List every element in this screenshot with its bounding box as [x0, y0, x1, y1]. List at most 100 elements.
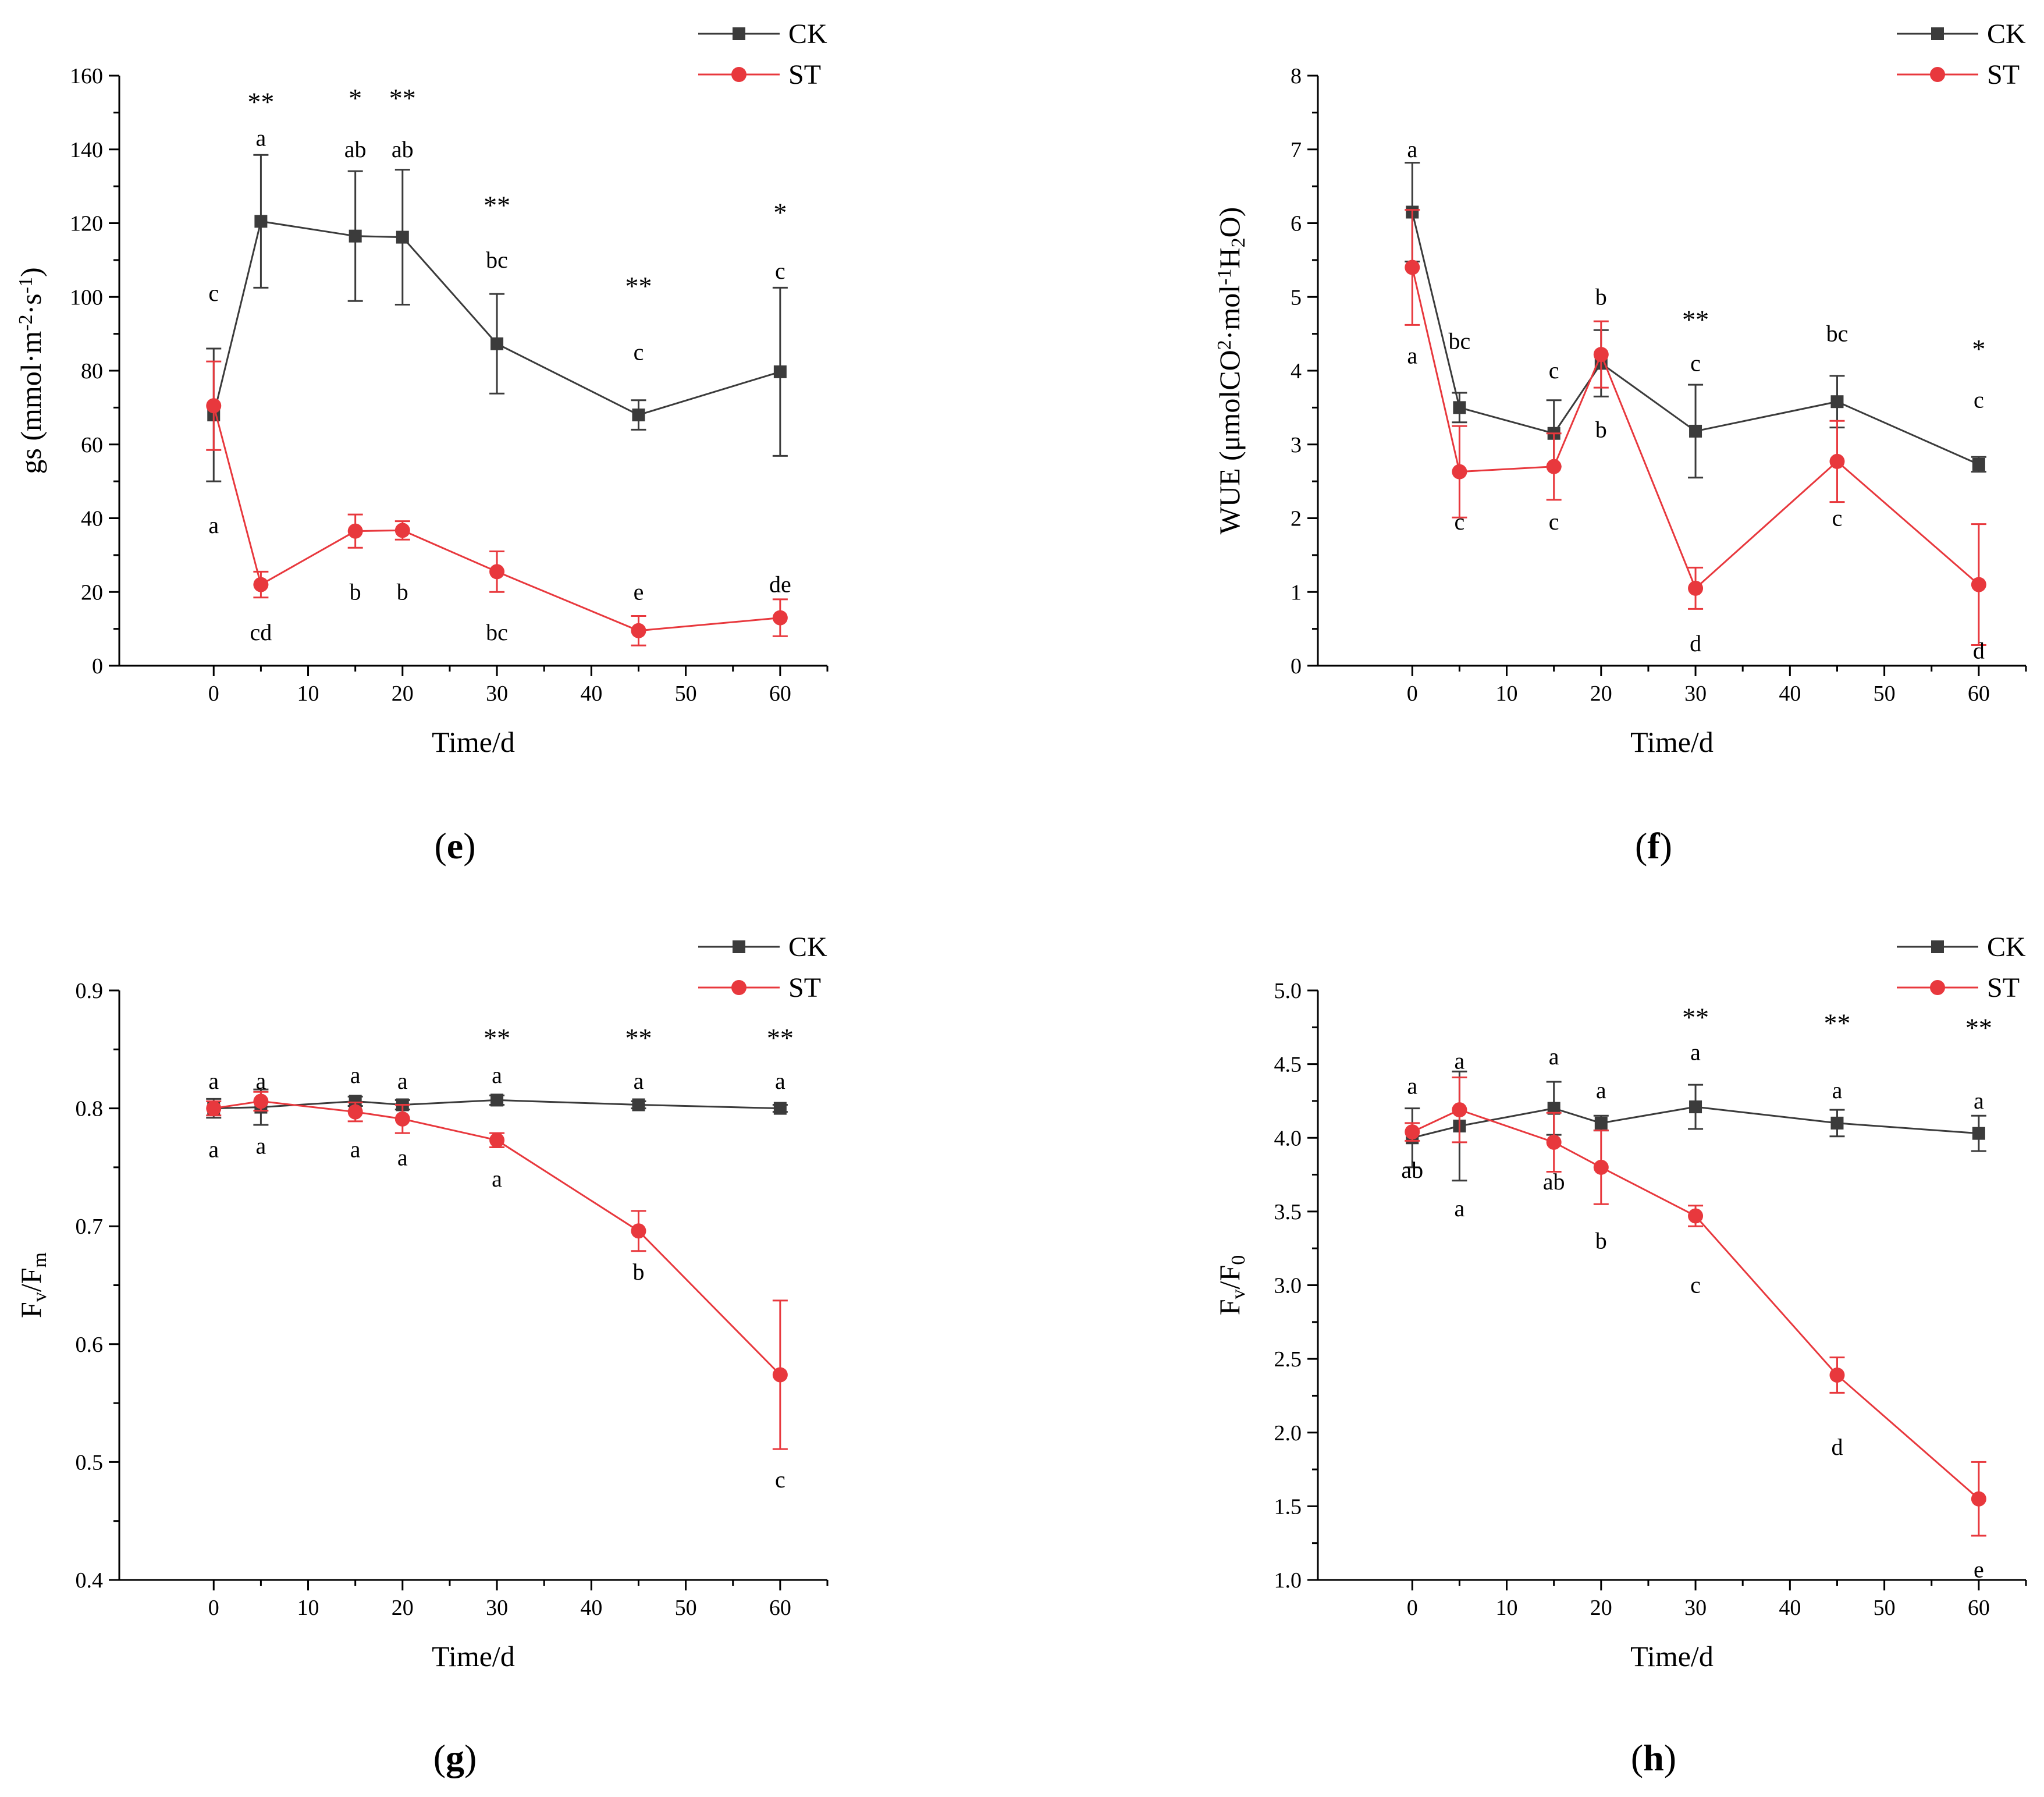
letter-label-ST: a [397, 1145, 408, 1171]
letter-label-ST: b [632, 1259, 644, 1285]
y-tick-label: 0.6 [76, 1333, 104, 1357]
point-ST [206, 398, 222, 414]
point-ST [1405, 260, 1420, 275]
point-ST [772, 610, 788, 626]
panel-label-letter: e [447, 825, 463, 866]
y-tick-label: 0.9 [76, 979, 104, 1003]
point-CK [1547, 1102, 1560, 1115]
y-tick-label: 0.5 [76, 1450, 104, 1475]
significance-label: ** [1965, 1013, 1992, 1042]
series-CK: a a a a a a a [1405, 1039, 1986, 1182]
panel-label: (g) [433, 1737, 477, 1778]
letter-label-ST: a [208, 1137, 219, 1163]
y-tick-label: 0.4 [76, 1568, 104, 1593]
x-tick-label: 30 [486, 681, 508, 706]
y-tick-label: 2.5 [1274, 1347, 1302, 1372]
letter-label-CK: c [1974, 387, 1984, 413]
x-axis-label: Time/d [1630, 1640, 1714, 1672]
legend-marker-ST [731, 67, 746, 82]
x-tick-label: 60 [1968, 681, 1990, 706]
panel-label-close: ) [1660, 825, 1672, 866]
point-CK [1689, 1100, 1702, 1114]
point-ST [1971, 1491, 1986, 1507]
point-CK [1830, 1116, 1844, 1130]
legend-marker-ST [1930, 980, 1945, 995]
point-ST [1452, 1102, 1467, 1118]
point-ST [253, 1093, 269, 1109]
point-CK [396, 230, 409, 244]
y-axis-label-part: H [1213, 247, 1246, 268]
legend-label-ST: ST [1987, 59, 2020, 90]
letter-label-CK: a [1455, 1048, 1465, 1074]
letter-label-CK: a [1974, 1088, 1984, 1114]
point-CK [1689, 424, 1702, 438]
x-tick-label: 20 [392, 681, 414, 706]
x-tick-label: 0 [208, 1596, 219, 1620]
x-tick-label: 30 [1684, 681, 1707, 706]
y-tick-label: 0.7 [76, 1214, 104, 1239]
panel-label-letter: h [1643, 1737, 1664, 1778]
letter-label-CK: a [775, 1068, 785, 1094]
panel-label-letter: f [1647, 825, 1660, 866]
point-ST [1452, 464, 1467, 480]
y-axis-label-part: WUE (μmolCO [1213, 350, 1246, 534]
significance-label: ** [625, 1023, 652, 1053]
x-tick-label: 40 [1779, 681, 1801, 706]
point-CK [490, 337, 504, 350]
x-tick-label: 20 [392, 1596, 414, 1620]
panel-label-open: ( [1635, 825, 1647, 866]
y-tick-label: 2.0 [1274, 1421, 1302, 1446]
letter-label-ST: e [1974, 1556, 1984, 1582]
letter-label-CK: a [1407, 1073, 1417, 1099]
letter-label-CK: a [1832, 1077, 1843, 1103]
letter-label-ST: ab [1401, 1157, 1423, 1183]
letter-label-ST: a [1455, 1195, 1465, 1221]
point-CK [773, 1102, 787, 1115]
x-tick-label: 40 [580, 1596, 602, 1620]
significance-label: ** [484, 1023, 510, 1053]
point-ST [1405, 1124, 1420, 1140]
x-tick-label: 30 [486, 1596, 508, 1620]
x-tick-label: 50 [675, 1596, 697, 1620]
y-axis-label: Fv/Fm [15, 1252, 51, 1318]
y-axis-label-part: v [29, 1292, 51, 1302]
legend-label-ST: ST [788, 59, 821, 90]
y-axis-label-part: 2 [1228, 237, 1249, 247]
point-ST [631, 623, 646, 638]
y-tick-label: 60 [81, 433, 103, 457]
x-tick-label: 40 [580, 681, 602, 706]
y-axis-label-part: F [15, 1302, 47, 1318]
legend-marker-CK [733, 27, 745, 40]
letter-label-ST: c [1832, 505, 1843, 531]
legend: CK ST [1897, 932, 2026, 1003]
letter-label-CK: a [492, 1062, 502, 1088]
point-ST [1546, 459, 1562, 474]
letter-label-CK: a [634, 1068, 644, 1094]
point-ST [772, 1367, 788, 1383]
point-CK [1830, 395, 1844, 409]
significance-label: * [349, 83, 362, 113]
panel-label-close: ) [1664, 1737, 1676, 1778]
letter-label-ST: cd [250, 619, 272, 645]
y-tick-label: 4 [1291, 359, 1302, 383]
y-axis-label-part: 0 [1228, 1255, 1249, 1265]
letter-label-ST: a [492, 1166, 502, 1192]
y-tick-label: 20 [81, 580, 103, 605]
letter-label-ST: c [1690, 1272, 1701, 1298]
y-tick-label: 2 [1291, 507, 1302, 531]
point-ST [394, 523, 410, 538]
series-line-ST [1412, 1109, 1979, 1500]
point-CK [1453, 401, 1466, 414]
letter-label-ST: bc [486, 619, 508, 645]
significance-label: ** [1823, 1008, 1850, 1038]
y-tick-label: 3.0 [1274, 1274, 1302, 1298]
legend-label-CK: CK [788, 19, 827, 49]
letter-label-CK: c [634, 339, 644, 365]
point-CK [349, 1095, 362, 1108]
y-axis-label-part: /F [1213, 1265, 1246, 1290]
significance-label: * [773, 197, 787, 227]
panel-label: (f) [1635, 825, 1672, 866]
point-ST [1593, 347, 1609, 363]
